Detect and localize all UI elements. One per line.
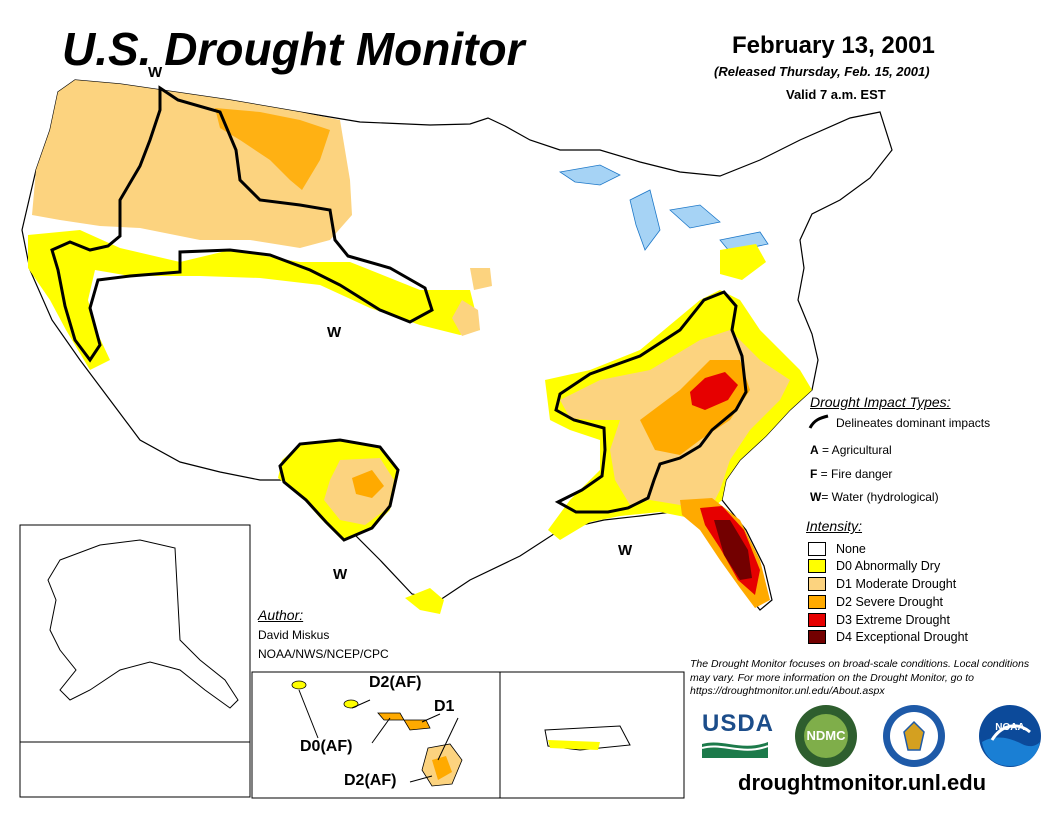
impact-legend-title: Drought Impact Types: (810, 394, 951, 410)
d1-dakota (452, 268, 492, 336)
legend-swatch-d2 (808, 594, 826, 609)
alaska-shape (47, 539, 239, 709)
d2-texas (352, 470, 384, 498)
hawaii-label-d2af-top: D2(AF) (369, 674, 422, 691)
d3-carolina (690, 372, 738, 410)
usda-logo: USDA (701, 710, 773, 760)
author-heading: Author: (258, 607, 304, 623)
hawaii-kauai (291, 680, 307, 690)
d0-texas-coast (405, 588, 444, 614)
impact-water: W= Water (hydrological) (810, 490, 939, 504)
hawaii-big-island-d2 (432, 756, 452, 780)
d4-florida (714, 520, 752, 580)
legend-d1: D1 Moderate Drought (808, 575, 956, 592)
legend-d2: D2 Severe Drought (808, 593, 943, 610)
impact-boundary-label: Delineates dominant impacts (836, 416, 991, 430)
noaa-logo: NOAA (978, 704, 1042, 768)
hawaii-label-d2af-bottom: D2(AF) (344, 772, 397, 789)
impact-boundary-icon (808, 414, 829, 429)
impact-boundary-southeast (554, 290, 748, 514)
legend-swatch-none (808, 541, 826, 556)
puerto-rico-d0 (548, 740, 600, 750)
map-w-label-southeast: W (618, 542, 633, 559)
footer-url[interactable]: droughtmonitor.unl.edu (738, 770, 987, 795)
disclaimer-note: The Drought Monitor focuses on broad-sca… (690, 658, 1030, 697)
map-title: U.S. Drought Monitor (62, 23, 525, 75)
legend-d3: D3 Extreme Drought (808, 611, 950, 628)
commerce-seal-logo (882, 704, 946, 768)
legend-swatch-d0 (808, 558, 826, 573)
legend-none: None (808, 540, 866, 557)
hawaii-oahu (343, 699, 359, 709)
impact-fire: F = Fire danger (810, 467, 893, 481)
map-w-label-top: W (148, 64, 163, 81)
d0-northwest (28, 230, 480, 370)
legend-swatch-d1 (808, 576, 826, 591)
legend-swatch-d4 (808, 629, 826, 644)
d0-virginia (720, 244, 766, 280)
d2-montana (215, 108, 330, 190)
hawaii-label-d0af: D0(AF) (300, 738, 353, 755)
hawaii-maui-group (377, 712, 431, 731)
hawaii-label-d1: D1 (434, 698, 455, 715)
valid-time: Valid 7 a.m. EST (786, 87, 886, 102)
ndmc-logo: NDMC (794, 704, 858, 768)
map-date: February 13, 2001 (732, 32, 935, 59)
hawaii-inset (251, 671, 501, 799)
impact-agricultural: A = Agricultural (810, 443, 892, 457)
legend-d0: D0 Abnormally Dry (808, 557, 940, 574)
legend-swatch-d3 (808, 612, 826, 627)
author-name: David Miskus (258, 628, 330, 642)
impact-boundary-texas (278, 438, 400, 542)
legend-d4: D4 Exceptional Drought (808, 628, 968, 645)
great-lakes (558, 164, 769, 253)
map-w-label-plains: W (327, 324, 342, 341)
map-w-label-texas: W (333, 566, 348, 583)
author-org: NOAA/NWS/NCEP/CPC (258, 647, 389, 661)
impact-boundary-northwest (50, 85, 434, 363)
release-date: (Released Thursday, Feb. 15, 2001) (714, 64, 930, 79)
intensity-legend-title: Intensity: (806, 518, 863, 534)
